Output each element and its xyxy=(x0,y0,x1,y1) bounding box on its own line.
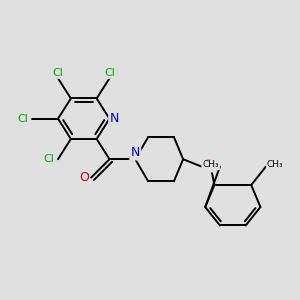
Text: CH₃: CH₃ xyxy=(202,160,219,169)
Text: Cl: Cl xyxy=(43,154,54,164)
Text: N: N xyxy=(110,112,119,125)
Text: Cl: Cl xyxy=(52,68,63,78)
Text: O: O xyxy=(203,158,213,171)
Text: CH₃: CH₃ xyxy=(267,160,284,169)
Text: N: N xyxy=(130,146,140,159)
Text: Cl: Cl xyxy=(18,114,28,124)
Text: O: O xyxy=(79,171,89,184)
Text: Cl: Cl xyxy=(104,68,115,78)
